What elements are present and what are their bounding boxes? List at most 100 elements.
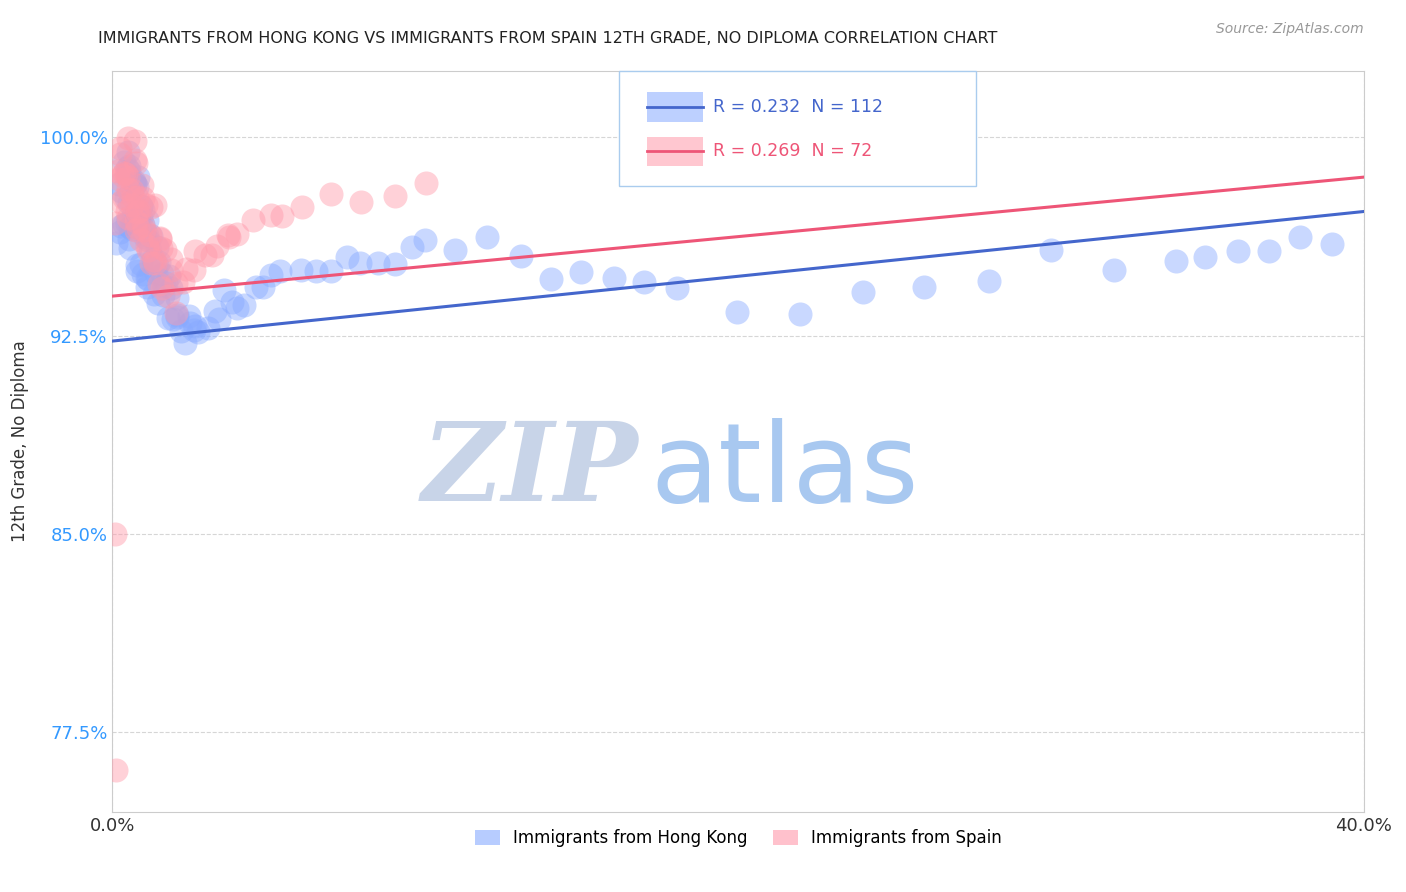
Point — [122, 209, 145, 223]
Point — [633, 275, 655, 289]
Point — [725, 305, 748, 319]
Point — [118, 164, 141, 178]
Point — [117, 170, 139, 185]
Point — [205, 239, 228, 253]
Point — [128, 214, 150, 228]
Point — [112, 217, 135, 231]
Point — [129, 256, 152, 270]
Point — [118, 159, 141, 173]
Point — [132, 218, 155, 232]
Point — [105, 764, 128, 778]
Point — [125, 214, 148, 228]
Point — [110, 184, 132, 198]
Point — [509, 249, 531, 263]
Point — [115, 191, 138, 205]
Point — [132, 223, 155, 237]
Point — [135, 197, 157, 211]
Point — [413, 233, 436, 247]
Point — [187, 325, 209, 339]
Point — [127, 170, 149, 185]
Point — [153, 278, 176, 293]
Point — [138, 227, 160, 242]
Point — [135, 239, 157, 253]
Point — [136, 234, 159, 248]
Point — [166, 291, 188, 305]
Point — [321, 186, 343, 201]
Point — [132, 191, 155, 205]
Point — [260, 208, 283, 222]
Point — [107, 164, 129, 178]
Point — [118, 241, 141, 255]
Point — [319, 264, 342, 278]
Point — [221, 294, 243, 309]
Point — [444, 244, 467, 258]
Point — [127, 190, 149, 204]
Point — [305, 264, 328, 278]
Point — [127, 211, 149, 226]
Text: ZIP: ZIP — [422, 417, 638, 524]
Point — [145, 266, 167, 280]
Point — [212, 284, 235, 298]
Text: Source: ZipAtlas.com: Source: ZipAtlas.com — [1216, 22, 1364, 37]
Point — [124, 153, 146, 168]
Point — [1289, 230, 1312, 244]
Text: R = 0.269  N = 72: R = 0.269 N = 72 — [713, 143, 872, 161]
Point — [218, 230, 240, 244]
Point — [110, 219, 132, 233]
Point — [183, 262, 205, 277]
Point — [184, 244, 207, 259]
Point — [201, 248, 224, 262]
Point — [149, 232, 172, 246]
Point — [159, 263, 181, 277]
Point — [165, 276, 187, 290]
Point — [245, 280, 267, 294]
Point — [197, 320, 219, 334]
Point — [145, 240, 167, 254]
Point — [666, 281, 689, 295]
Point — [104, 216, 127, 230]
Point — [349, 256, 371, 270]
Point — [125, 204, 148, 219]
Point — [174, 262, 197, 277]
Point — [153, 243, 176, 257]
Point — [117, 216, 139, 230]
Point — [852, 285, 875, 299]
Point — [132, 268, 155, 282]
Point — [134, 230, 156, 244]
Point — [1258, 244, 1281, 258]
Point — [350, 194, 373, 209]
Point — [142, 252, 165, 266]
Point — [129, 199, 152, 213]
Point — [124, 134, 146, 148]
Point — [269, 264, 291, 278]
FancyBboxPatch shape — [647, 136, 703, 166]
Point — [110, 141, 132, 155]
Point — [233, 297, 256, 311]
Point — [225, 301, 247, 316]
Point — [367, 255, 389, 269]
Point — [121, 198, 143, 212]
Point — [475, 229, 498, 244]
Point — [115, 167, 138, 181]
Point — [135, 213, 157, 227]
Point — [139, 256, 162, 270]
Point — [148, 296, 170, 310]
Point — [603, 271, 626, 285]
Point — [1194, 250, 1216, 264]
Point — [150, 267, 173, 281]
Point — [112, 191, 135, 205]
Point — [569, 265, 592, 279]
Point — [129, 211, 152, 226]
Point — [1322, 237, 1344, 252]
Point — [132, 218, 155, 232]
Point — [124, 223, 146, 237]
Point — [121, 183, 143, 197]
Point — [217, 227, 239, 242]
Text: IMMIGRANTS FROM HONG KONG VS IMMIGRANTS FROM SPAIN 12TH GRADE, NO DIPLOMA CORREL: IMMIGRANTS FROM HONG KONG VS IMMIGRANTS … — [98, 31, 998, 46]
FancyBboxPatch shape — [619, 71, 976, 186]
Point — [242, 213, 264, 227]
Point — [136, 243, 159, 257]
Point — [139, 200, 162, 214]
Point — [125, 258, 148, 272]
Point — [157, 311, 180, 326]
